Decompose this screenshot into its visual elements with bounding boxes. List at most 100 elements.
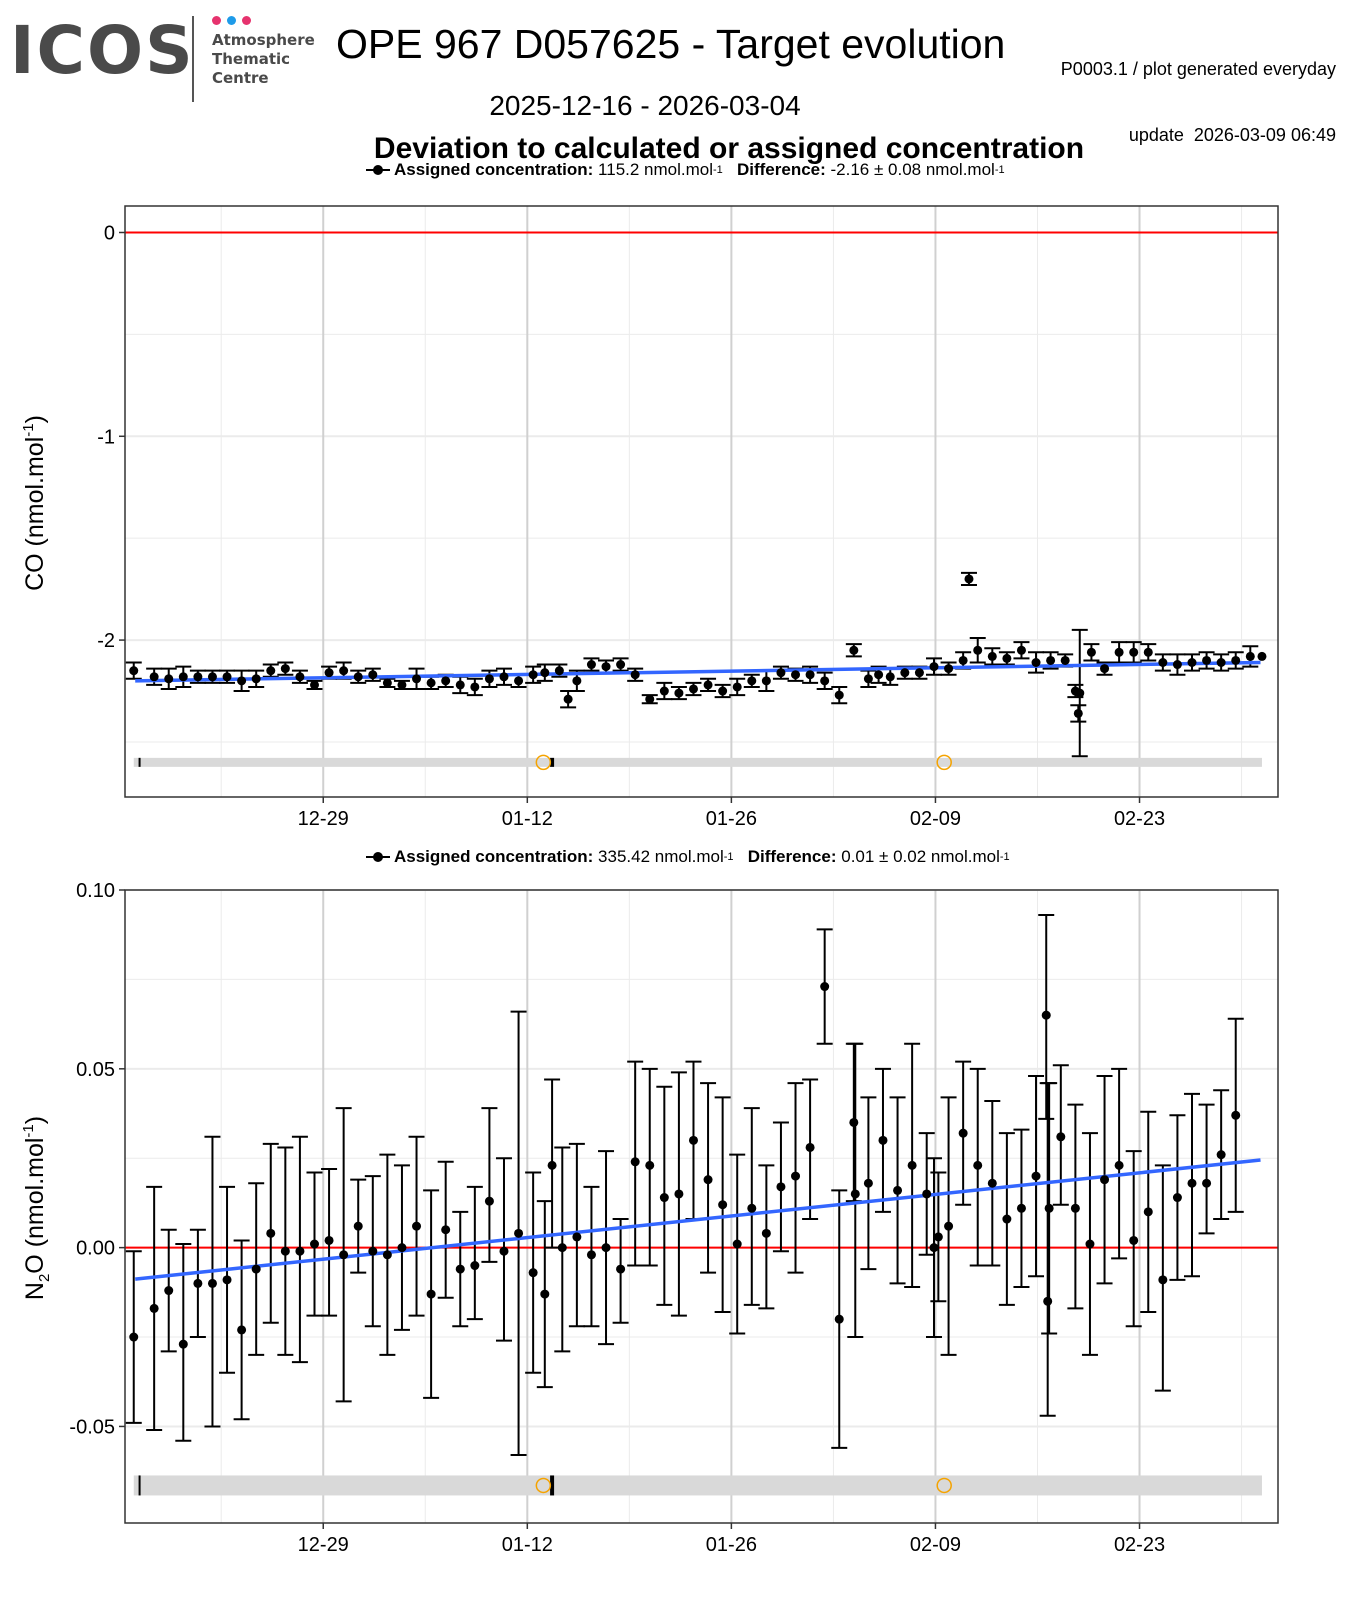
co-data-point [528,670,538,680]
co-data-point [207,672,217,682]
co-data-point [1143,647,1153,657]
n2o-open-circle-marker [535,1477,552,1494]
n2o-data-point [1056,1132,1066,1142]
co-data-point [944,664,954,674]
n2o-data-point [630,1157,640,1167]
co-legend: Assigned concentration: 115.2 nmol.mol -1… [366,160,1005,180]
n2o-x-tick-label: 02-23 [1114,1534,1165,1556]
co-x-tick-label: 02-23 [1114,808,1165,830]
co-data-point [1073,708,1083,718]
n2o-data-point [499,1246,509,1256]
n2o-data-point [1044,1203,1054,1213]
n2o-data-point [1187,1178,1197,1188]
n2o-data-point [455,1264,465,1274]
n2o-trend-line [135,1158,1261,1281]
logo-dots-icon [212,16,251,25]
n2o-data-point [674,1189,684,1199]
co-assigned-exp: -1 [713,164,723,176]
n2o-data-point [645,1160,655,1170]
co-data-point [309,680,319,690]
co-data-point [674,688,684,698]
n2o-data-point [412,1221,422,1231]
n2o-data-point [616,1264,626,1274]
logo-dot-2 [227,16,236,25]
n2o-data-point [1002,1214,1012,1224]
n2o-data-point [987,1178,997,1188]
n2o-difference-value: 0.01 ± 0.02 nmol.mol [841,847,1000,866]
co-data-point [237,676,247,686]
co-assigned-value: 115.2 nmol.mol [598,160,714,179]
n2o-data-point [1202,1178,1212,1188]
co-data-point [353,672,363,682]
n2o-data-point [484,1196,494,1206]
n2o-plot-background [125,890,1278,1523]
co-data-point [1257,651,1267,661]
n2o-y-tick-label: 0.10 [76,880,115,902]
co-x-tick-label: 02-09 [910,808,961,830]
legend-point-line-icon [366,851,390,863]
n2o-y-tick-label: -0.05 [69,1416,115,1438]
logo-divider [192,16,194,102]
co-x-tick-label: 01-12 [502,808,553,830]
co-data-point [1172,660,1182,670]
n2o-data-point [761,1228,771,1238]
co-y-tick-label: 0 [104,222,115,244]
n2o-x-tick-label: 12-29 [298,1534,349,1556]
co-y-tick-label: -1 [97,426,115,448]
co-data-point [973,645,983,655]
co-panel: 0 -1 -2 12-29 01-12 01-26 02-09 02-23 [97,205,1279,830]
n2o-y-axis-title: N2O (nmol.mol-1) [20,1116,53,1300]
co-difference-label: Difference: [736,160,826,179]
n2o-data-point [207,1278,217,1288]
n2o-data-point [237,1325,247,1335]
n2o-data-point [718,1200,728,1210]
n2o-difference-label: Difference: [747,847,837,866]
n2o-data-point [1016,1203,1026,1213]
n2o-data-point [193,1278,203,1288]
co-data-point [820,676,830,686]
n2o-data-point [266,1228,276,1238]
n2o-data-point [776,1182,786,1192]
co-data-point [958,655,968,665]
logo-sub-line-2: Thematic [212,50,291,68]
n2o-data-point [280,1246,290,1256]
n2o-data-point [309,1239,319,1249]
n2o-data-point [129,1332,139,1342]
co-data-point [645,694,655,704]
n2o-data-point [295,1246,305,1256]
n2o-data-point [1114,1160,1124,1170]
co-data-point [1245,651,1255,661]
co-data-point [540,668,550,678]
n2o-data-point [426,1289,436,1299]
n2o-data-point [547,1160,557,1170]
n2o-data-point [382,1250,392,1260]
n2o-data-point [863,1178,873,1188]
date-range-text: 2025-12-16 - 2026-03-04 [489,90,801,121]
n2o-assigned-exp: -1 [723,851,734,863]
co-open-circle-marker [936,754,952,771]
logo-sub-line-3: Centre [212,69,269,87]
co-data-point [324,668,334,678]
n2o-data-point [149,1303,159,1313]
co-trend-line [135,660,1261,683]
n2o-data-point [850,1189,860,1199]
co-data-point [1100,664,1110,674]
n2o-data-point [1158,1275,1168,1285]
co-data-point [1114,647,1124,657]
co-ylabel-close: ) [21,415,49,423]
n2o-data-point [703,1175,713,1185]
co-data-point [266,666,276,676]
co-data-point [586,660,596,670]
n2o-ylabel-sub: 2 [36,1274,53,1282]
n2o-data-point [528,1268,538,1278]
co-data-point [1231,655,1241,665]
co-data-point [630,670,640,680]
plot-meta: P0003.1 / plot generated everyday update… [1061,14,1336,168]
co-data-point [164,674,174,684]
co-ylabel-exp: -1 [20,423,37,436]
co-panel-border [124,205,1279,798]
co-data-point [382,678,392,688]
co-data-point [441,676,451,686]
n2o-data-point [222,1275,232,1285]
